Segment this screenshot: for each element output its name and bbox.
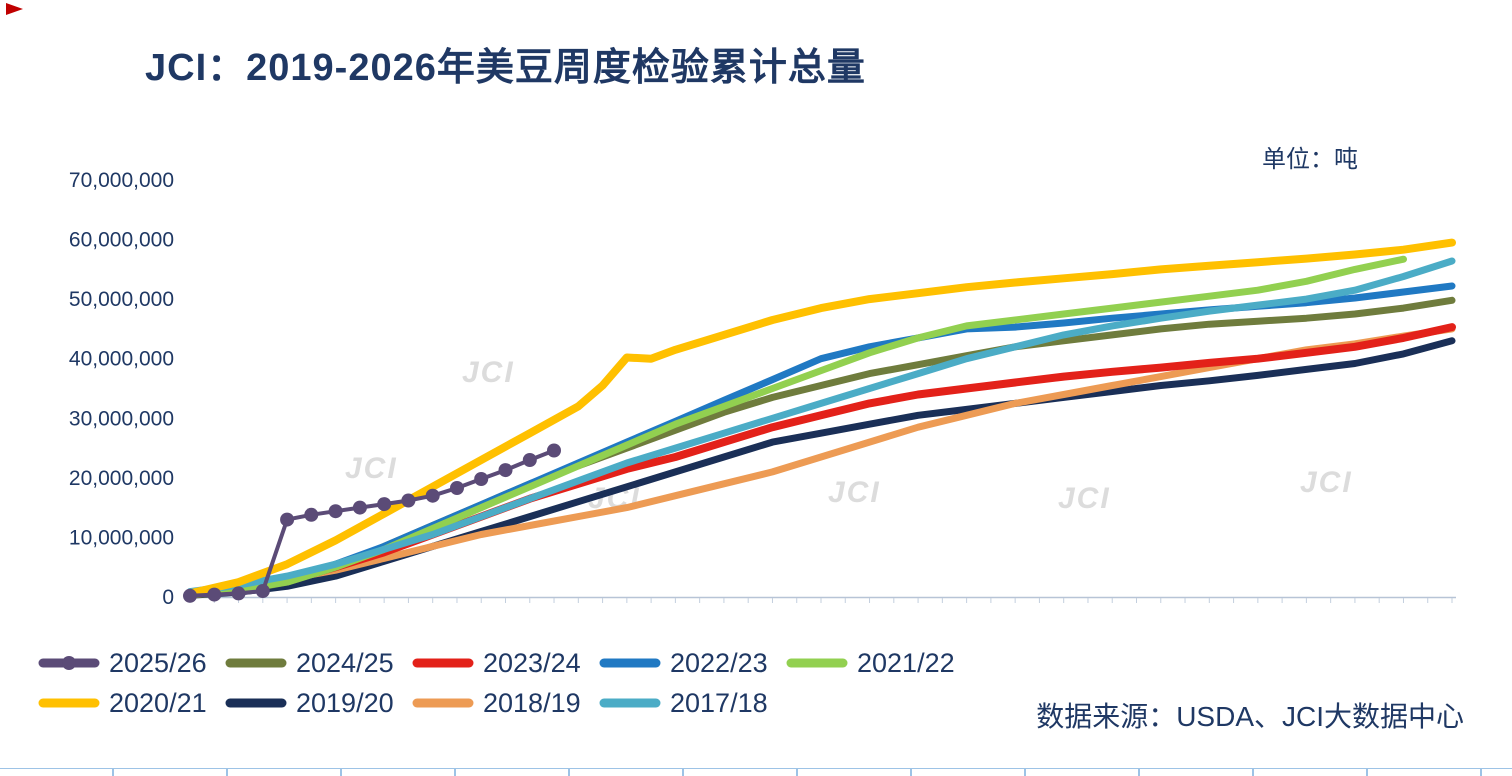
legend-item-2019-20: 2019/20 [225,683,412,723]
legend-label: 2022/23 [670,647,768,678]
legend-item-2023-24: 2023/24 [412,643,599,683]
data-point-marker [280,512,295,527]
data-point-marker [401,493,416,508]
legend-item-2024-25: 2024/25 [225,643,412,683]
data-point-marker [207,587,222,602]
jci-watermark: JCI [462,356,515,389]
y-tick-label: 30,000,000 [69,407,174,430]
y-tick-label: 60,000,000 [69,229,174,252]
jci-watermark: JCI [345,452,398,485]
legend-swatch-icon [786,658,848,668]
legend-swatch-icon [412,658,474,668]
legend-item-2018-19: 2018/19 [412,683,599,723]
unit-label: 单位：吨 [1262,146,1358,173]
y-tick-label: 10,000,000 [69,526,174,549]
table-strip [0,768,1512,776]
legend-swatch-icon [225,658,287,668]
data-point-marker [547,443,561,458]
legend-item-2025-26: 2025/26 [38,643,225,683]
y-tick-label: 20,000,000 [69,467,174,490]
series-2025-26 [183,443,561,603]
jci-watermark: JCI [828,476,881,509]
y-tick-label: 0 [162,586,174,609]
legend-swatch-icon [412,698,474,708]
data-point-marker [304,507,319,522]
jci-watermark: JCI [1058,482,1111,515]
legend-item-2020-21: 2020/21 [38,683,225,723]
y-tick-label: 40,000,000 [69,348,174,371]
y-axis-labels: 0 10,000,000 20,000,000 30,000,000 40,000,00… [69,169,174,609]
y-tick-label: 70,000,000 [69,169,174,192]
legend-swatch-icon [599,658,661,668]
series-2020-21 [186,238,1456,598]
data-point-marker [377,497,392,512]
legend-label: 2018/19 [483,687,581,718]
data-point-marker [328,504,343,519]
legend-swatch-icon [599,698,661,708]
data-point-marker [425,488,440,503]
data-point-marker [352,500,367,515]
legend-label: 2020/21 [109,687,207,718]
legend-label: 2023/24 [483,647,581,678]
data-source-label: 数据来源：USDA、JCI大数据中心 [1036,701,1464,732]
series-2017-18 [186,257,1456,596]
data-point-marker [474,472,489,486]
chart-legend: 2025/26 2024/25 2023/24 2022/23 2021/22 2020/… [38,643,1023,723]
legend-swatch-icon [225,698,287,708]
legend-label: 2025/26 [109,647,207,678]
legend-label: 2021/22 [857,647,955,678]
data-point-marker [183,588,197,603]
y-tick-label: 50,000,000 [69,288,174,311]
legend-swatch-icon [38,656,100,670]
legend-item-2021-22: 2021/22 [786,643,973,683]
legend-label: 2017/18 [670,687,768,718]
data-point-marker [450,481,464,495]
x-axis [185,596,1456,603]
legend-label: 2019/20 [296,687,394,718]
data-point-marker [522,453,537,467]
data-point-marker [498,463,513,478]
data-point-marker [255,584,270,598]
legend-item-2022-23: 2022/23 [599,643,786,683]
legend-item-2017-18: 2017/18 [599,683,786,723]
data-point-marker [231,586,246,601]
legend-swatch-icon [38,698,100,708]
legend-label: 2024/25 [296,647,394,678]
chart-title: JCI：2019-2026年美豆周度检验累计总量 [145,47,866,89]
jci-watermark: JCI [1300,466,1353,499]
